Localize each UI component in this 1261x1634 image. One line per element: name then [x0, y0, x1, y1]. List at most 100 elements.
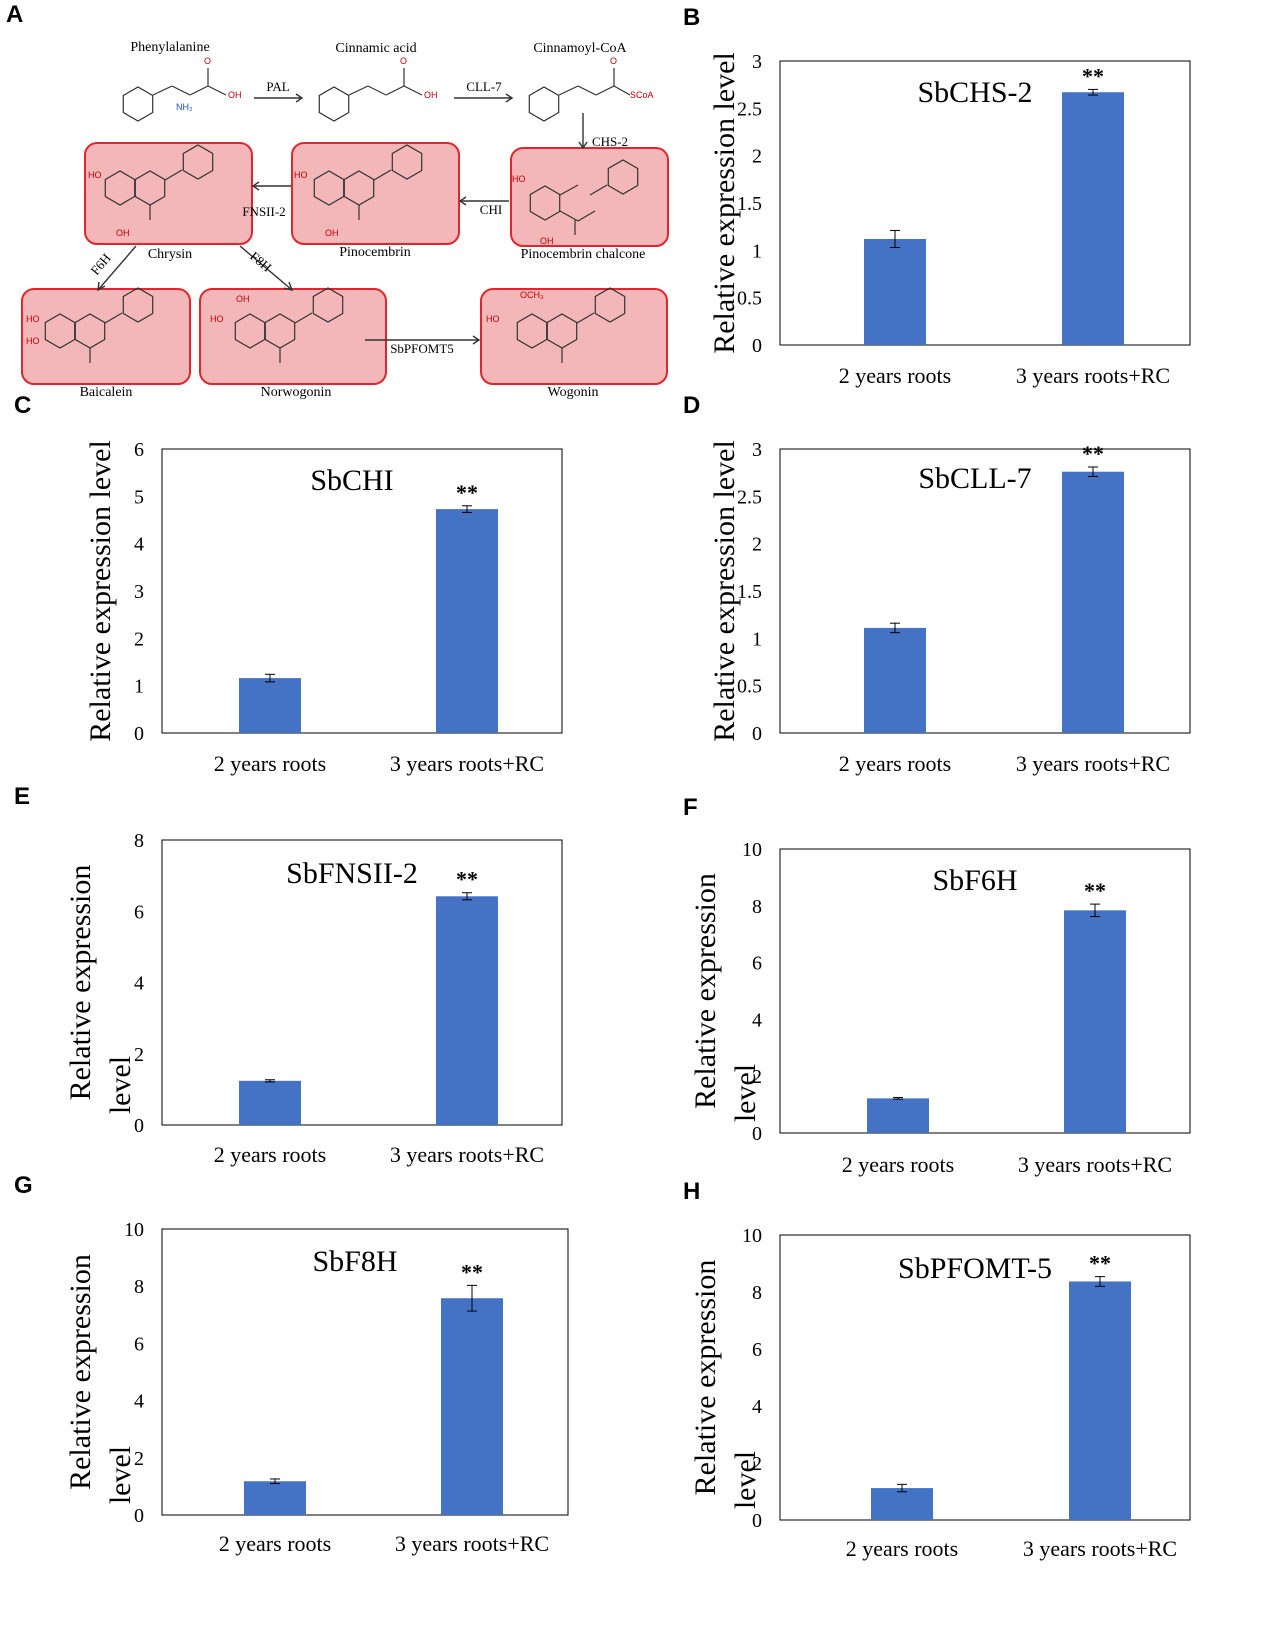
ring-b-chalcone: [607, 159, 639, 195]
panel-letter-e: E: [14, 783, 30, 810]
compound-norwogonin: Norwogonin: [261, 385, 332, 400]
y-tick-label: 1.5: [737, 193, 762, 215]
y-tick-label: 2: [752, 146, 762, 168]
chart-sbcll-7: D 0 0.5 1 1.5 2 2.5 3 2 years roots 3 years roots…: [683, 392, 1191, 776]
pathway-arrows: [97, 93, 588, 345]
y-tick-label: 4: [752, 1396, 762, 1418]
atom-wog-ho: HO: [486, 314, 500, 324]
significance-marker: **: [461, 1259, 483, 1284]
y-tick-label: 10: [742, 1225, 762, 1247]
y-axis-label: Relative expression level: [708, 440, 741, 742]
chart-title: SbFNSII-2: [286, 857, 418, 890]
bond-cin-1: [348, 85, 369, 96]
plot-frame: [161, 448, 563, 734]
chart-sbchs-2: B 0 0.5 1 1.5 2 2.5 3 2 years roots 3 years roots…: [683, 4, 1191, 388]
arrow-chs2-head: [578, 141, 588, 150]
bond-phe-2: [171, 85, 191, 96]
box-baicalein: [21, 288, 191, 385]
y-tick-label: 0.5: [737, 288, 762, 310]
pathway-diagram: A Phenylalanine Cinnamic acid Cinnamoyl-…: [6, 1, 669, 400]
y-tick-label: 3: [134, 581, 144, 603]
plot-frame: [779, 448, 1191, 734]
chart-sbpfomt-5: H 0 2 4 6 8 10 2 years roots 3 years roots+RC ** S…: [683, 1178, 1191, 1561]
bar-two-years: [239, 1080, 301, 1125]
atom-phe-oh: OH: [228, 90, 242, 100]
y-tick-label: 8: [752, 896, 762, 918]
arrow-f6h-head: [97, 281, 106, 292]
bar-three-years: [1062, 92, 1124, 346]
y-tick-label: 0: [752, 1510, 762, 1532]
enzyme-chi: CHI: [480, 202, 502, 217]
compound-phenylalanine: Phenylalanine: [130, 40, 209, 55]
panel-letter-a: A: [6, 1, 23, 28]
ring-b-wogonin: [594, 287, 626, 323]
atom-baic-ho2: HO: [26, 336, 40, 346]
bar-three-years: [436, 896, 498, 1125]
y-axis-label: Relative expression level: [689, 873, 762, 1122]
enzyme-f6h: F6H: [87, 250, 113, 277]
bar-three-years: [1062, 471, 1124, 733]
bar-two-years: [871, 1488, 933, 1520]
chart-title: SbCLL-7: [918, 462, 1031, 495]
category-label: 2 years roots: [219, 1531, 331, 1556]
atom-pino-oh: OH: [325, 228, 339, 238]
bond-coa-3: [595, 85, 615, 96]
atom-cin-oh: OH: [424, 90, 438, 100]
atom-phe-o: O: [204, 56, 211, 66]
chart-sbf6h: F 0 2 4 6 8 10 2 years roots 3 years roots+RC ** S…: [683, 794, 1191, 1177]
compound-chrysin: Chrysin: [148, 247, 192, 262]
y-tick-label: 6: [134, 901, 144, 923]
atom-baic-ho1: HO: [26, 314, 40, 324]
y-tick-label: 2: [752, 1453, 762, 1475]
plot-frame: [161, 839, 563, 1126]
bar-two-years: [864, 627, 926, 733]
bond-link-chrysin: [164, 169, 183, 181]
box-pinocembrin-chalcone: [510, 147, 669, 247]
category-label: 3 years roots+RC: [395, 1531, 549, 1556]
compound-cinnamoyl-coa: Cinnamoyl-CoA: [533, 41, 627, 56]
category-label: 2 years roots: [846, 1536, 958, 1561]
atom-coa-scoa: SCoA: [630, 90, 654, 100]
arrow-chi-head: [458, 196, 467, 206]
arrow-f6h: [97, 245, 137, 291]
y-tick-label: 3: [752, 439, 762, 461]
compound-wogonin: Wogonin: [548, 385, 599, 400]
y-tick-label: 1: [134, 676, 144, 698]
y-tick-label: 4: [134, 1391, 144, 1413]
significance-marker: **: [1082, 63, 1104, 88]
bar-three-years: [1069, 1281, 1131, 1520]
chart-title: SbF6H: [932, 864, 1017, 897]
bond-phe-1: [152, 85, 173, 96]
y-tick-label: 10: [742, 839, 762, 861]
chart-title: SbF8H: [312, 1245, 397, 1278]
significance-marker: **: [1084, 878, 1106, 903]
y-axis-label: Relative expression level: [84, 440, 117, 742]
y-tick-label: 3: [752, 51, 762, 73]
plot-frame: [779, 1234, 1191, 1521]
compound-baicalein: Baicalein: [80, 385, 133, 400]
significance-marker: **: [456, 480, 478, 505]
y-axis-label: Relative expression level: [708, 52, 741, 354]
compound-cinnamic-acid: Cinnamic acid: [335, 41, 416, 56]
panel-letter-b: B: [683, 4, 700, 31]
enzyme-pal: PAL: [266, 79, 289, 94]
y-tick-label: 8: [752, 1282, 762, 1304]
ring-a-chalcone: [529, 185, 561, 221]
y-tick-label: 6: [134, 439, 144, 461]
highlight-boxes: [21, 142, 669, 385]
significance-marker: **: [1082, 441, 1104, 466]
category-label: 3 years roots+RC: [1018, 1152, 1172, 1177]
atom-coa-o: O: [610, 56, 617, 66]
y-tick-label: 6: [752, 953, 762, 975]
bond-c3-chalcone: [577, 210, 596, 222]
bond-coa-5: [613, 85, 631, 96]
y-tick-label: 2: [134, 1448, 144, 1470]
y-tick-label: 4: [752, 1009, 762, 1031]
atom-chalcone-ho: HO: [512, 174, 526, 184]
bond-cin-5: [403, 85, 423, 96]
y-axis-label: Relative expression level: [689, 1260, 762, 1510]
atom-labels: O OH NH₂ O OH O SCoA HO OH HO OH HO OH HO HO HO OH HO OCH₃: [26, 56, 654, 346]
bond-link-chalcone: [589, 184, 608, 196]
enzyme-cll7: CLL-7: [466, 79, 502, 94]
